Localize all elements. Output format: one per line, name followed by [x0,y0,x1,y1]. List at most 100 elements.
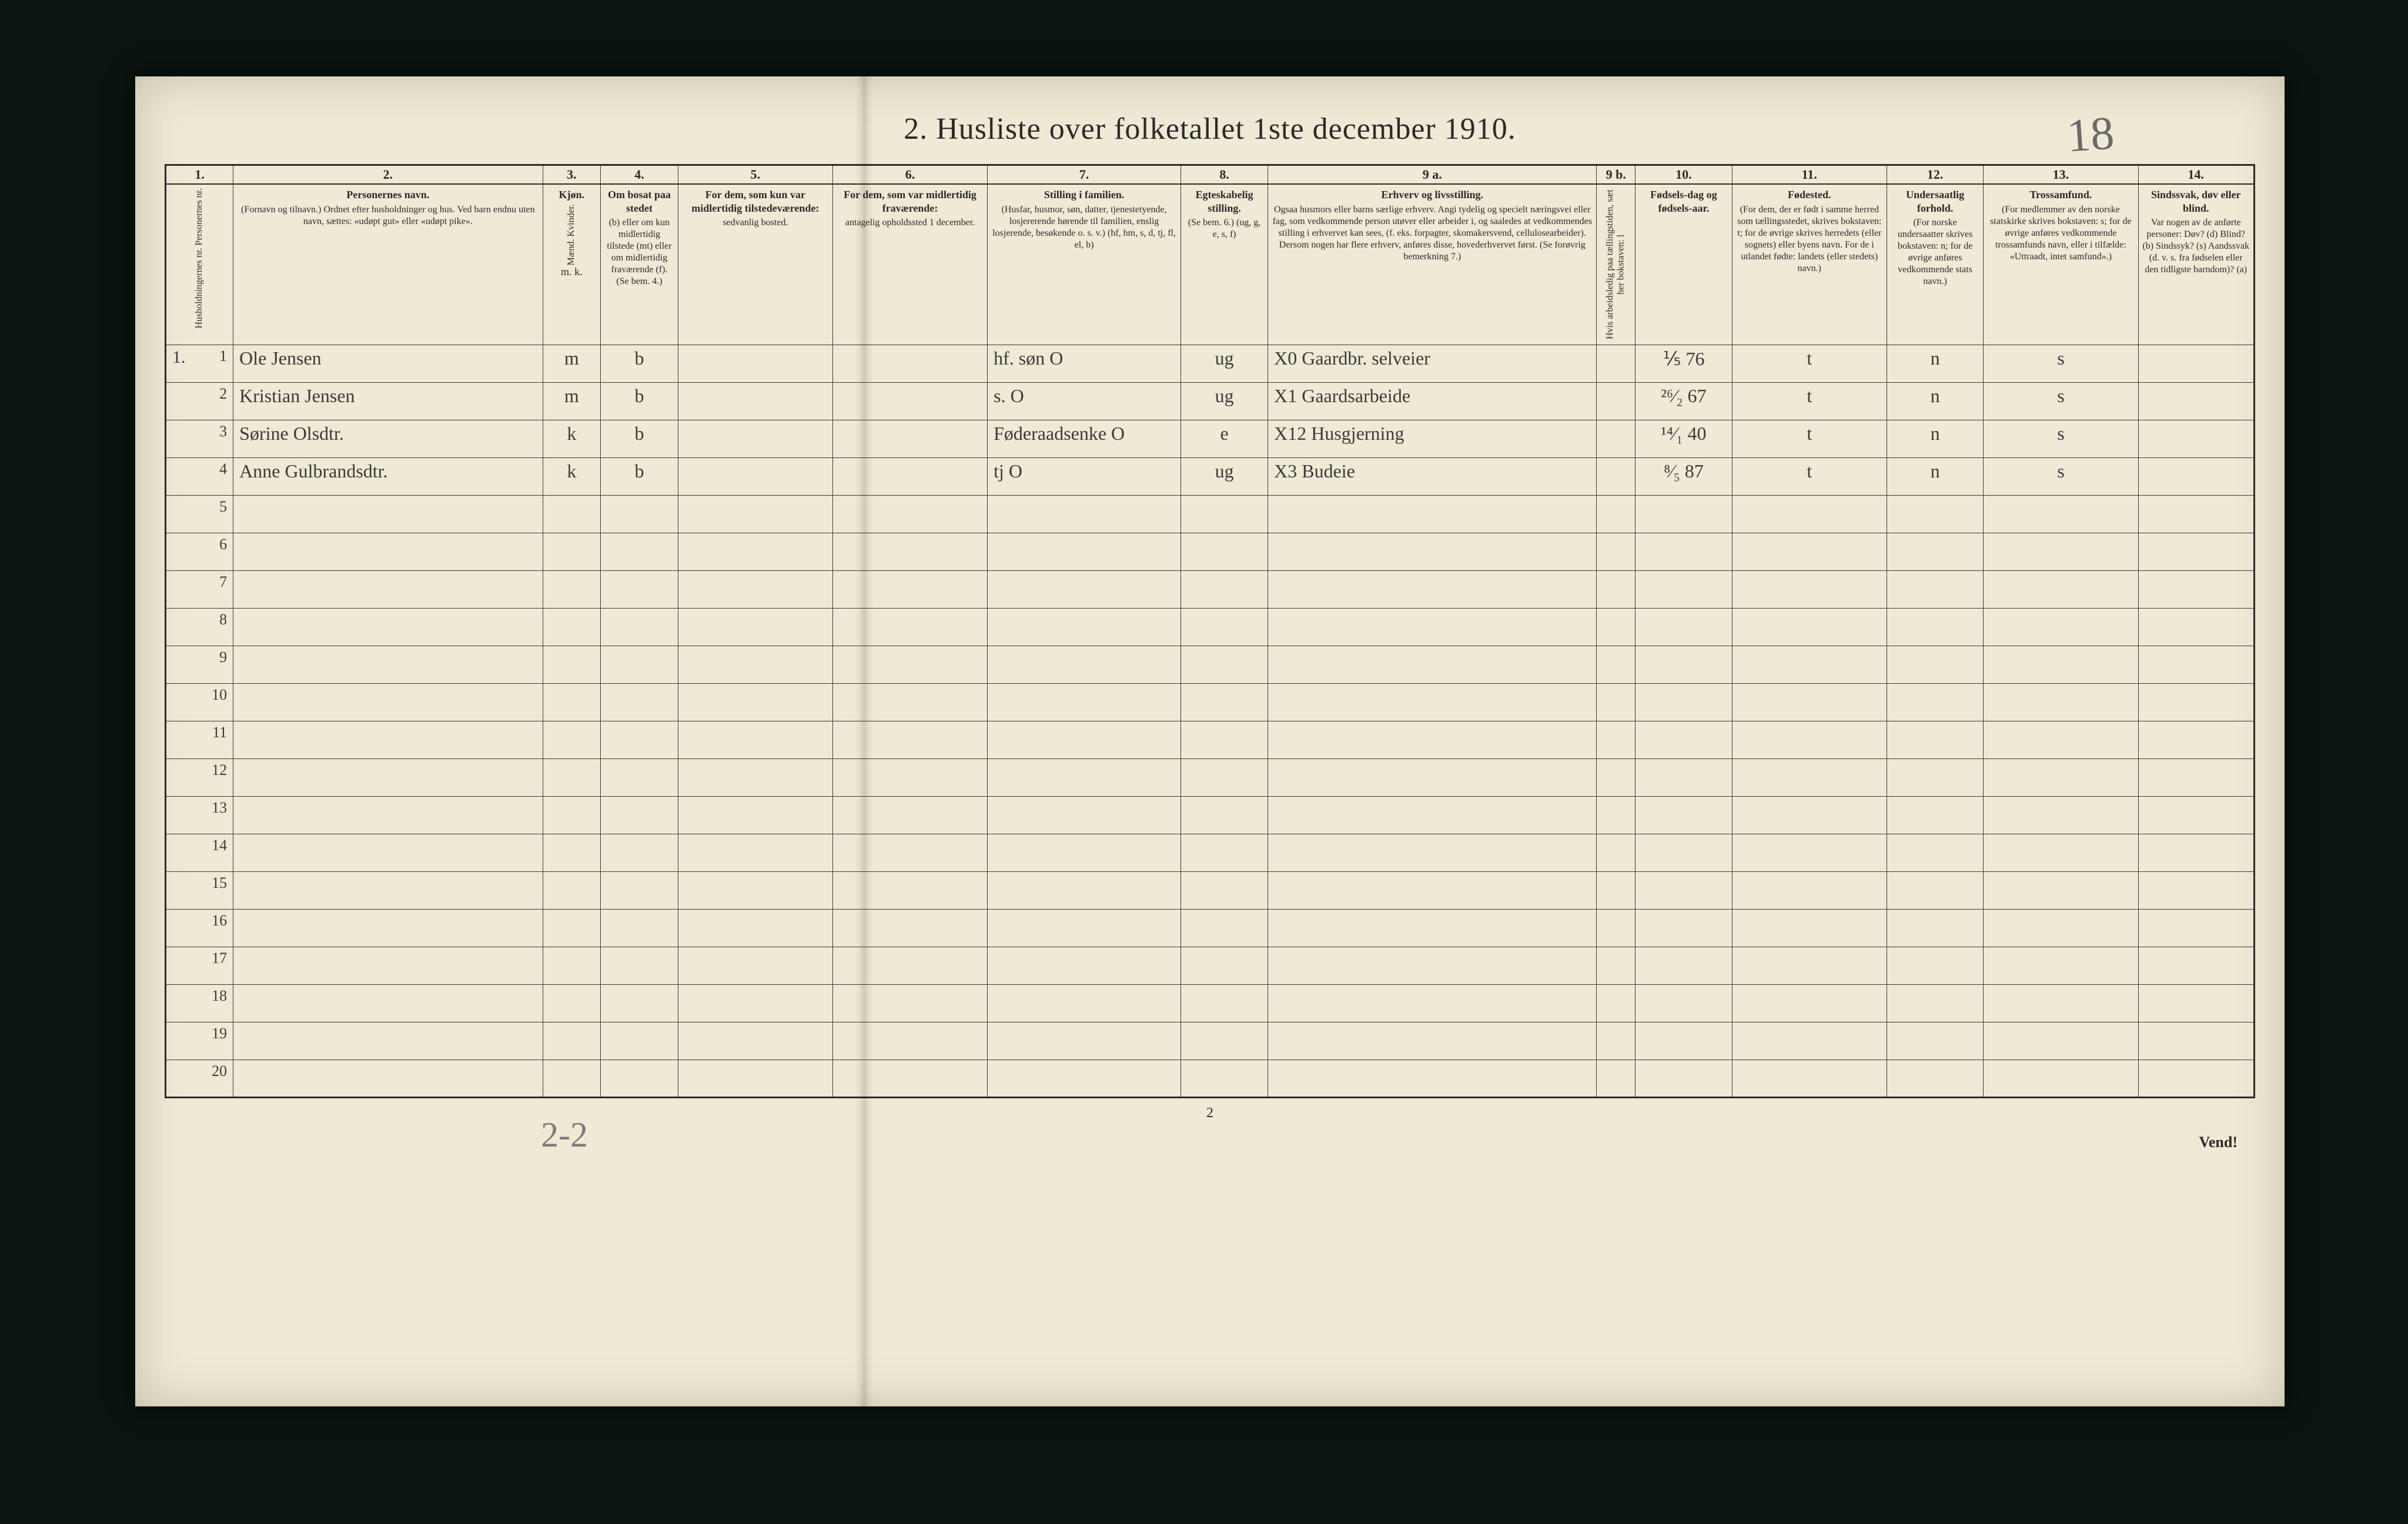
table-cell [1181,985,1268,1022]
table-cell [543,1022,601,1060]
column-number-cell: 7. [988,165,1181,185]
table-cell [1268,872,1597,910]
table-cell [678,533,832,571]
table-cell [543,872,601,910]
table-cell [233,721,543,759]
table-cell [832,496,987,533]
table-cell [1984,571,2138,609]
table-cell [1887,985,1983,1022]
table-cell [2138,947,2255,985]
table-cell: Sørine Olsdtr. [233,420,543,458]
table-cell [1984,910,2138,947]
table-cell [1597,533,1636,571]
table-cell [1636,684,1732,721]
table-cell [1636,910,1732,947]
table-cell [1887,872,1983,910]
column-number-cell: 14. [2138,165,2255,185]
table-cell: X3 Budeie [1268,458,1597,496]
table-cell [988,910,1181,947]
table-row: 3Sørine Olsdtr.kbFøderaadsenke OeX12 Hus… [166,420,2255,458]
table-cell [988,985,1181,1022]
table-cell [1268,797,1597,834]
header-col-11: Fødested. (For dem, der er født i samme … [1732,184,1887,345]
table-cell [678,496,832,533]
table-cell [1597,872,1636,910]
table-cell: ug [1181,345,1268,383]
table-cell: t [1732,383,1887,420]
table-cell [601,985,678,1022]
table-cell [988,684,1181,721]
table-cell [988,1022,1181,1060]
column-number-cell: 10. [1636,165,1732,185]
table-cell [1268,609,1597,646]
table-cell [601,759,678,797]
table-row: 12 [166,759,2255,797]
table-cell [1636,797,1732,834]
table-cell [543,985,601,1022]
table-cell [2138,721,2255,759]
column-number-cell: 2. [233,165,543,185]
header-col-12: Undersaatlig forhold. (For norske unders… [1887,184,1983,345]
table-cell [1887,609,1983,646]
table-cell [233,1060,543,1098]
header-5-title: For dem, som kun var midlertidig tilsted… [682,188,829,215]
table-cell [678,684,832,721]
column-number-row: 1.2.3.4.5.6.7.8.9 a.9 b.10.11.12.13.14. [166,165,2255,185]
table-cell [832,383,987,420]
column-number-cell: 8. [1181,165,1268,185]
table-cell [543,646,601,684]
table-row: 20 [166,1060,2255,1098]
header-col-13: Trossamfund. (For medlemmer av den norsk… [1984,184,2138,345]
table-cell [1597,609,1636,646]
table-cell [1636,1022,1732,1060]
table-cell [678,797,832,834]
table-cell [678,1060,832,1098]
table-cell [1268,910,1597,947]
table-cell [832,684,987,721]
table-cell [1597,985,1636,1022]
table-cell [233,571,543,609]
table-cell: 17 [166,947,233,985]
table-row: 4Anne Gulbrandsdtr.kbtj OugX3 Budeie⁸⁄₅ … [166,458,2255,496]
table-cell [678,872,832,910]
table-cell: b [601,383,678,420]
table-cell: m [543,345,601,383]
table-cell [2138,646,2255,684]
table-cell: 15 [166,872,233,910]
document-paper: 2. Husliste over folketallet 1ste decemb… [135,76,2285,1406]
table-cell [543,684,601,721]
column-number-cell: 12. [1887,165,1983,185]
table-cell [1887,834,1983,872]
table-cell: n [1887,383,1983,420]
table-cell [1181,947,1268,985]
table-row: 13 [166,797,2255,834]
table-cell [1984,533,2138,571]
table-row: 1.1Ole Jensenmbhf. søn OugX0 Gaardbr. se… [166,345,2255,383]
table-cell [832,985,987,1022]
table-cell [543,571,601,609]
header-col-3: Kjøn. Mænd. Kvinder. m. k. [543,184,601,345]
table-cell [832,759,987,797]
table-cell: b [601,420,678,458]
table-cell [678,834,832,872]
table-cell [543,947,601,985]
table-cell: 13 [166,797,233,834]
table-cell [1268,496,1597,533]
table-cell [2138,910,2255,947]
table-cell [678,721,832,759]
table-cell [601,646,678,684]
table-cell [1597,684,1636,721]
header-13-title: Trossamfund. [1987,188,2134,202]
table-cell [832,872,987,910]
table-cell [601,721,678,759]
header-col-8: Egteskabelig stilling. (Se bem. 6.) (ug,… [1181,184,1268,345]
table-cell [832,609,987,646]
column-number-cell: 1. [166,165,233,185]
footer-page-number: 2 [1206,1105,1213,1121]
table-cell [1636,646,1732,684]
table-cell: s [1984,383,2138,420]
table-cell: Ole Jensen [233,345,543,383]
table-cell: s [1984,345,2138,383]
table-cell [233,947,543,985]
table-cell [1268,684,1597,721]
